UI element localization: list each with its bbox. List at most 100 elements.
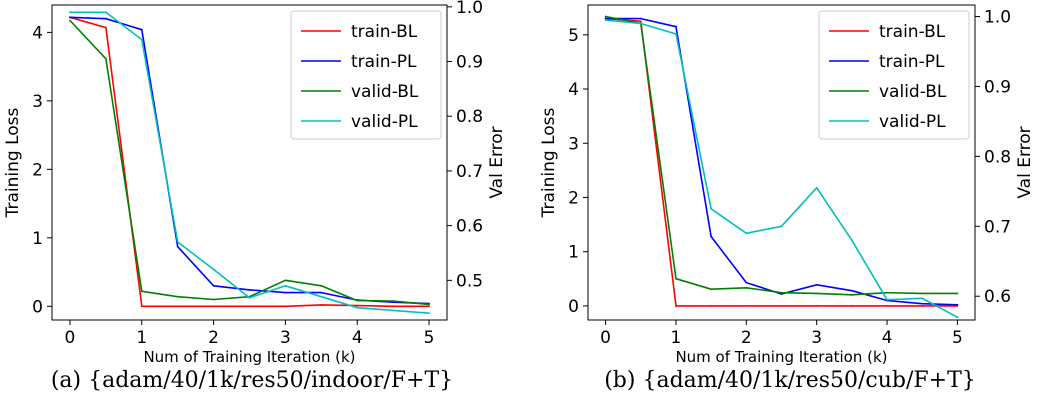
- chart-b-point-train-PL: [815, 283, 818, 286]
- chart-b-x-tick-label: 4: [882, 328, 893, 348]
- chart-a-point-valid-PL: [212, 268, 215, 271]
- chart-a-y-right-tick-label: 0.5: [456, 271, 483, 291]
- chart-b-point-train-BL: [675, 305, 677, 307]
- chart-a-y-right-tick-label: 0.9: [456, 53, 483, 73]
- chart-b-y-left-tick-label: 0: [568, 297, 579, 317]
- chart-a-x-axis-label: Num of Training Iteration (k): [143, 348, 355, 366]
- chart-a-y-left-tick-label: 2: [32, 160, 43, 180]
- chart-b-point-train-PL: [745, 281, 748, 284]
- chart-b-point-valid-BL: [675, 277, 677, 280]
- chart-a-point-valid-BL: [176, 295, 179, 298]
- chart-b-point-valid-PL: [780, 225, 783, 228]
- chart-b-legend-label-train-PL: train-PL: [879, 52, 945, 72]
- chart-a-point-valid-BL: [392, 300, 395, 303]
- chart-a-point-train-PL: [104, 17, 107, 20]
- chart-b-point-train-BL: [710, 305, 713, 307]
- chart-b-point-train-PL: [780, 293, 783, 295]
- chart-a-x-tick-label: 4: [352, 328, 363, 348]
- chart-a-point-valid-BL: [356, 299, 359, 302]
- chart-b-point-train-BL: [921, 305, 924, 307]
- chart-a-point-valid-PL: [392, 309, 395, 312]
- chart-a-x-tick-label: 3: [280, 328, 291, 348]
- chart-b-plot-frame: [587, 4, 976, 321]
- chart-a-y-left-tick-label: 4: [32, 23, 43, 43]
- chart-a-point-valid-PL: [104, 11, 107, 14]
- chart-b-y-right-tick-label: 0.8: [984, 147, 1011, 167]
- chart-a-plot-frame: [51, 4, 448, 321]
- chart-b-point-train-PL: [639, 17, 642, 20]
- chart-a-legend-label-train-PL: train-PL: [351, 52, 417, 72]
- chart-b-point-train-PL: [604, 17, 607, 20]
- chart-b-point-valid-PL: [850, 239, 853, 242]
- chart-b-y-right-axis-label: Val Error: [1015, 126, 1035, 198]
- chart-a-point-valid-PL: [248, 296, 251, 299]
- chart-b-legend-label-train-BL: train-BL: [879, 22, 946, 42]
- chart-b-point-train-PL: [710, 235, 713, 238]
- chart-a-point-valid-PL: [140, 38, 143, 41]
- chart-b-x-tick-label: 3: [811, 328, 822, 348]
- chart-a-point-valid-BL: [104, 57, 107, 60]
- chart-b-x-tick-label: 5: [952, 328, 963, 348]
- chart-b-point-valid-PL: [921, 297, 924, 300]
- chart-a-x-tick-label: 5: [424, 328, 435, 348]
- chart-b-x-tick-label: 0: [600, 328, 611, 348]
- chart-b-point-valid-BL: [710, 288, 713, 291]
- chart-b-point-train-BL: [780, 305, 783, 307]
- chart-a-y-right-tick-label: 1.0: [456, 0, 483, 18]
- chart-b-point-valid-PL: [604, 19, 607, 21]
- chart-b-point-valid-BL: [921, 292, 924, 295]
- chart-b-point-valid-PL: [675, 33, 677, 35]
- chart-a-point-valid-BL: [140, 290, 143, 293]
- chart-a-point-train-BL: [176, 305, 179, 308]
- chart-a-point-train-BL: [284, 305, 287, 308]
- chart-a-point-valid-PL: [428, 312, 430, 315]
- chart-a-y-left-tick-label: 0: [32, 297, 43, 317]
- chart-b-point-valid-PL: [956, 316, 959, 319]
- chart-a-legend: [290, 10, 442, 140]
- chart-a-legend-label-train-BL: train-BL: [351, 22, 418, 42]
- chart-b-point-valid-BL: [956, 292, 959, 295]
- chart-b-point-valid-PL: [710, 207, 713, 210]
- chart-a-y-right-axis-label: Val Error: [487, 126, 507, 198]
- chart-a-point-train-BL: [320, 304, 323, 306]
- caption-b: (b) {adam/40/1k/res50/cub/F+T}: [604, 368, 976, 393]
- chart-a-x-tick-label: 2: [208, 328, 219, 348]
- chart-b-point-train-BL: [745, 305, 748, 307]
- chart-b-point-valid-BL: [604, 15, 607, 18]
- chart-a-point-valid-PL: [284, 284, 287, 287]
- chart-b-x-tick-label: 1: [671, 328, 682, 348]
- chart-b-legend-label-valid-PL: valid-PL: [879, 112, 946, 132]
- chart-b-y-right-tick-label: 1.0: [984, 8, 1011, 28]
- chart-b-point-train-PL: [921, 302, 924, 305]
- chart-b-legend-label-valid-BL: valid-BL: [879, 82, 947, 102]
- chart-a-point-train-PL: [320, 291, 323, 294]
- chart-b-y-right-tick-label: 0.9: [984, 77, 1011, 97]
- chart-a-point-train-PL: [284, 291, 287, 294]
- chart-a-point-train-BL: [248, 305, 251, 308]
- chart-a-point-valid-PL: [69, 11, 71, 14]
- chart-a-point-valid-BL: [428, 303, 430, 306]
- chart-b-y-left-tick-label: 4: [568, 80, 579, 100]
- chart-b-point-valid-PL: [639, 22, 642, 25]
- chart-a-point-train-PL: [140, 28, 143, 31]
- chart-b-x-tick-label: 2: [741, 328, 752, 348]
- chart-a-y-left-tick-label: 1: [32, 229, 43, 249]
- chart-a-y-right-tick-label: 0.7: [456, 162, 483, 182]
- chart-a-legend-label-valid-PL: valid-PL: [351, 112, 418, 132]
- chart-a-point-valid-PL: [176, 241, 179, 243]
- chart-b-y-left-tick-label: 3: [568, 134, 579, 154]
- chart-b-point-valid-BL: [886, 291, 888, 294]
- chart-b-point-train-PL: [956, 303, 959, 306]
- chart-a-point-train-BL: [104, 26, 107, 29]
- chart-a-point-train-BL: [428, 305, 430, 308]
- chart-a-point-valid-BL: [284, 279, 287, 282]
- chart-a-x-tick-label: 1: [136, 328, 147, 348]
- charts-svg: 0 1 2 3 4 5 0 1 2 3 4 0.5 0.6 0.7 0.8 0.9 1.0 Num of Trai…: [3, 0, 1035, 366]
- chart-b-point-valid-BL: [815, 292, 818, 295]
- chart-b-point-train-PL: [675, 25, 677, 28]
- chart-b-point-valid-PL: [745, 232, 748, 235]
- chart-b-point-valid-PL: [815, 186, 818, 189]
- caption-a: (a) {adam/40/1k/res50/indoor/F+T}: [50, 368, 454, 393]
- chart-a-point-train-PL: [69, 16, 71, 19]
